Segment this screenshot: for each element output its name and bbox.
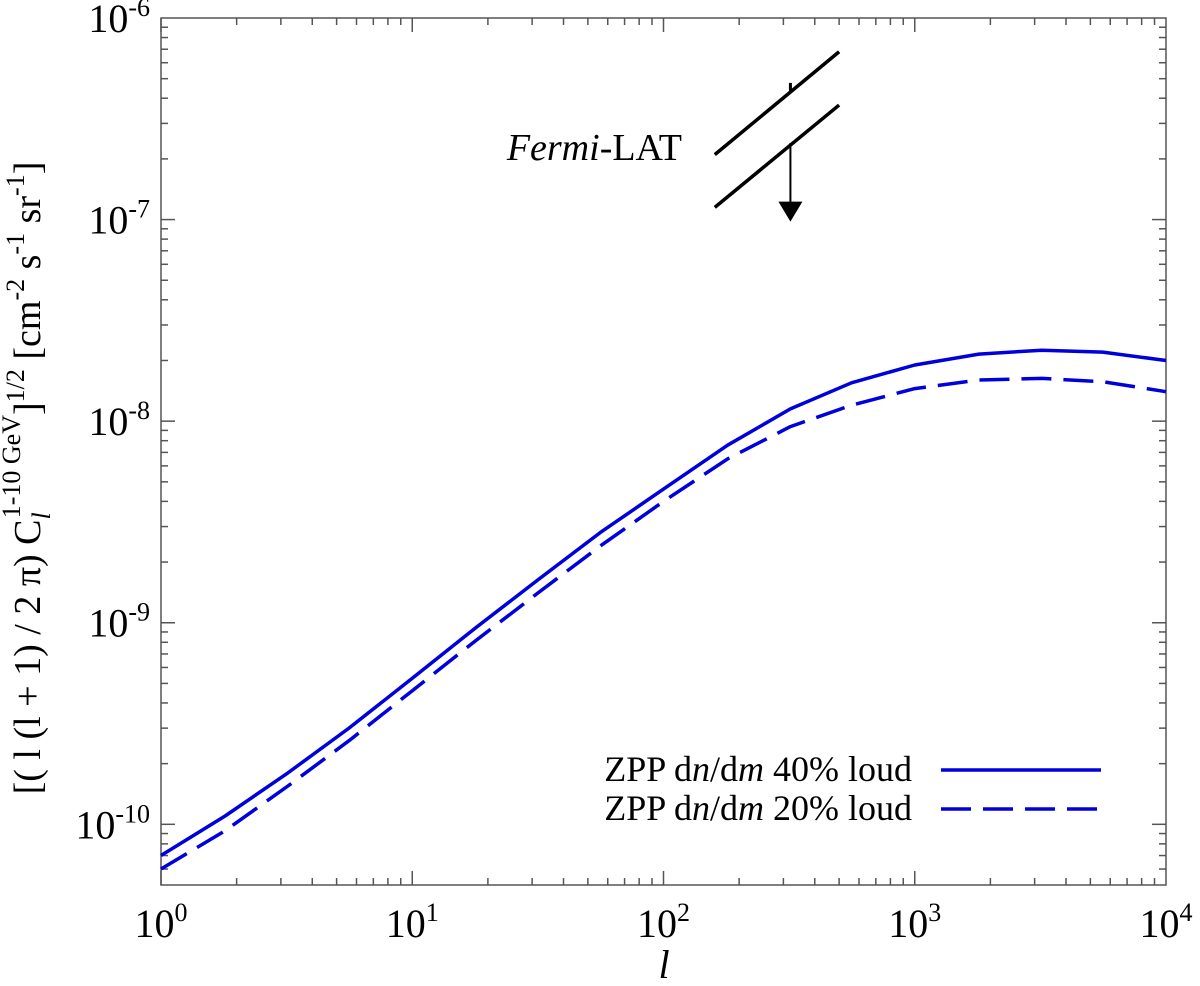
- upper-limit-arrow-head: [778, 201, 803, 222]
- y-tick-label: 10-8: [88, 396, 150, 444]
- x-tick-label: 101: [386, 898, 439, 946]
- y-tick-label: 10-6: [88, 0, 150, 41]
- fermi-upper-line: [713, 50, 841, 156]
- x-tick-label: 103: [888, 898, 941, 946]
- legend-label: ZPP dn/dm 20% loud: [604, 788, 912, 828]
- x-axis-title: l: [658, 942, 669, 986]
- y-tick-label: 10-10: [75, 799, 150, 847]
- series-lines: [160, 348, 1167, 871]
- x-tick-label: 104: [1140, 898, 1193, 946]
- fermi-lat-label: Fermi-LAT: [506, 127, 682, 169]
- legend-label: ZPP dn/dm 40% loud: [604, 749, 912, 789]
- x-tick-labels: 100 101 102 103 104: [135, 898, 1193, 946]
- y-tick-label: 10-7: [88, 195, 150, 243]
- y-tick-labels: 10-10 10-9 10-8 10-7 10-6: [75, 0, 150, 847]
- y-tick-label: 10-9: [88, 598, 150, 646]
- series-line-20-loud: [160, 376, 1167, 871]
- fermi-lower-line: [713, 103, 841, 209]
- x-tick-label: 102: [637, 898, 690, 946]
- x-tick-label: 100: [135, 898, 188, 946]
- y-axis-title: [( l (l + 1) / 2 π) Cl1-10 GeV]1/2 [cm-2…: [0, 162, 56, 795]
- series-line-40-loud: [160, 348, 1167, 857]
- fermi-lat-annotation: Fermi-LAT: [506, 50, 841, 222]
- axis-ticks: [160, 18, 1166, 885]
